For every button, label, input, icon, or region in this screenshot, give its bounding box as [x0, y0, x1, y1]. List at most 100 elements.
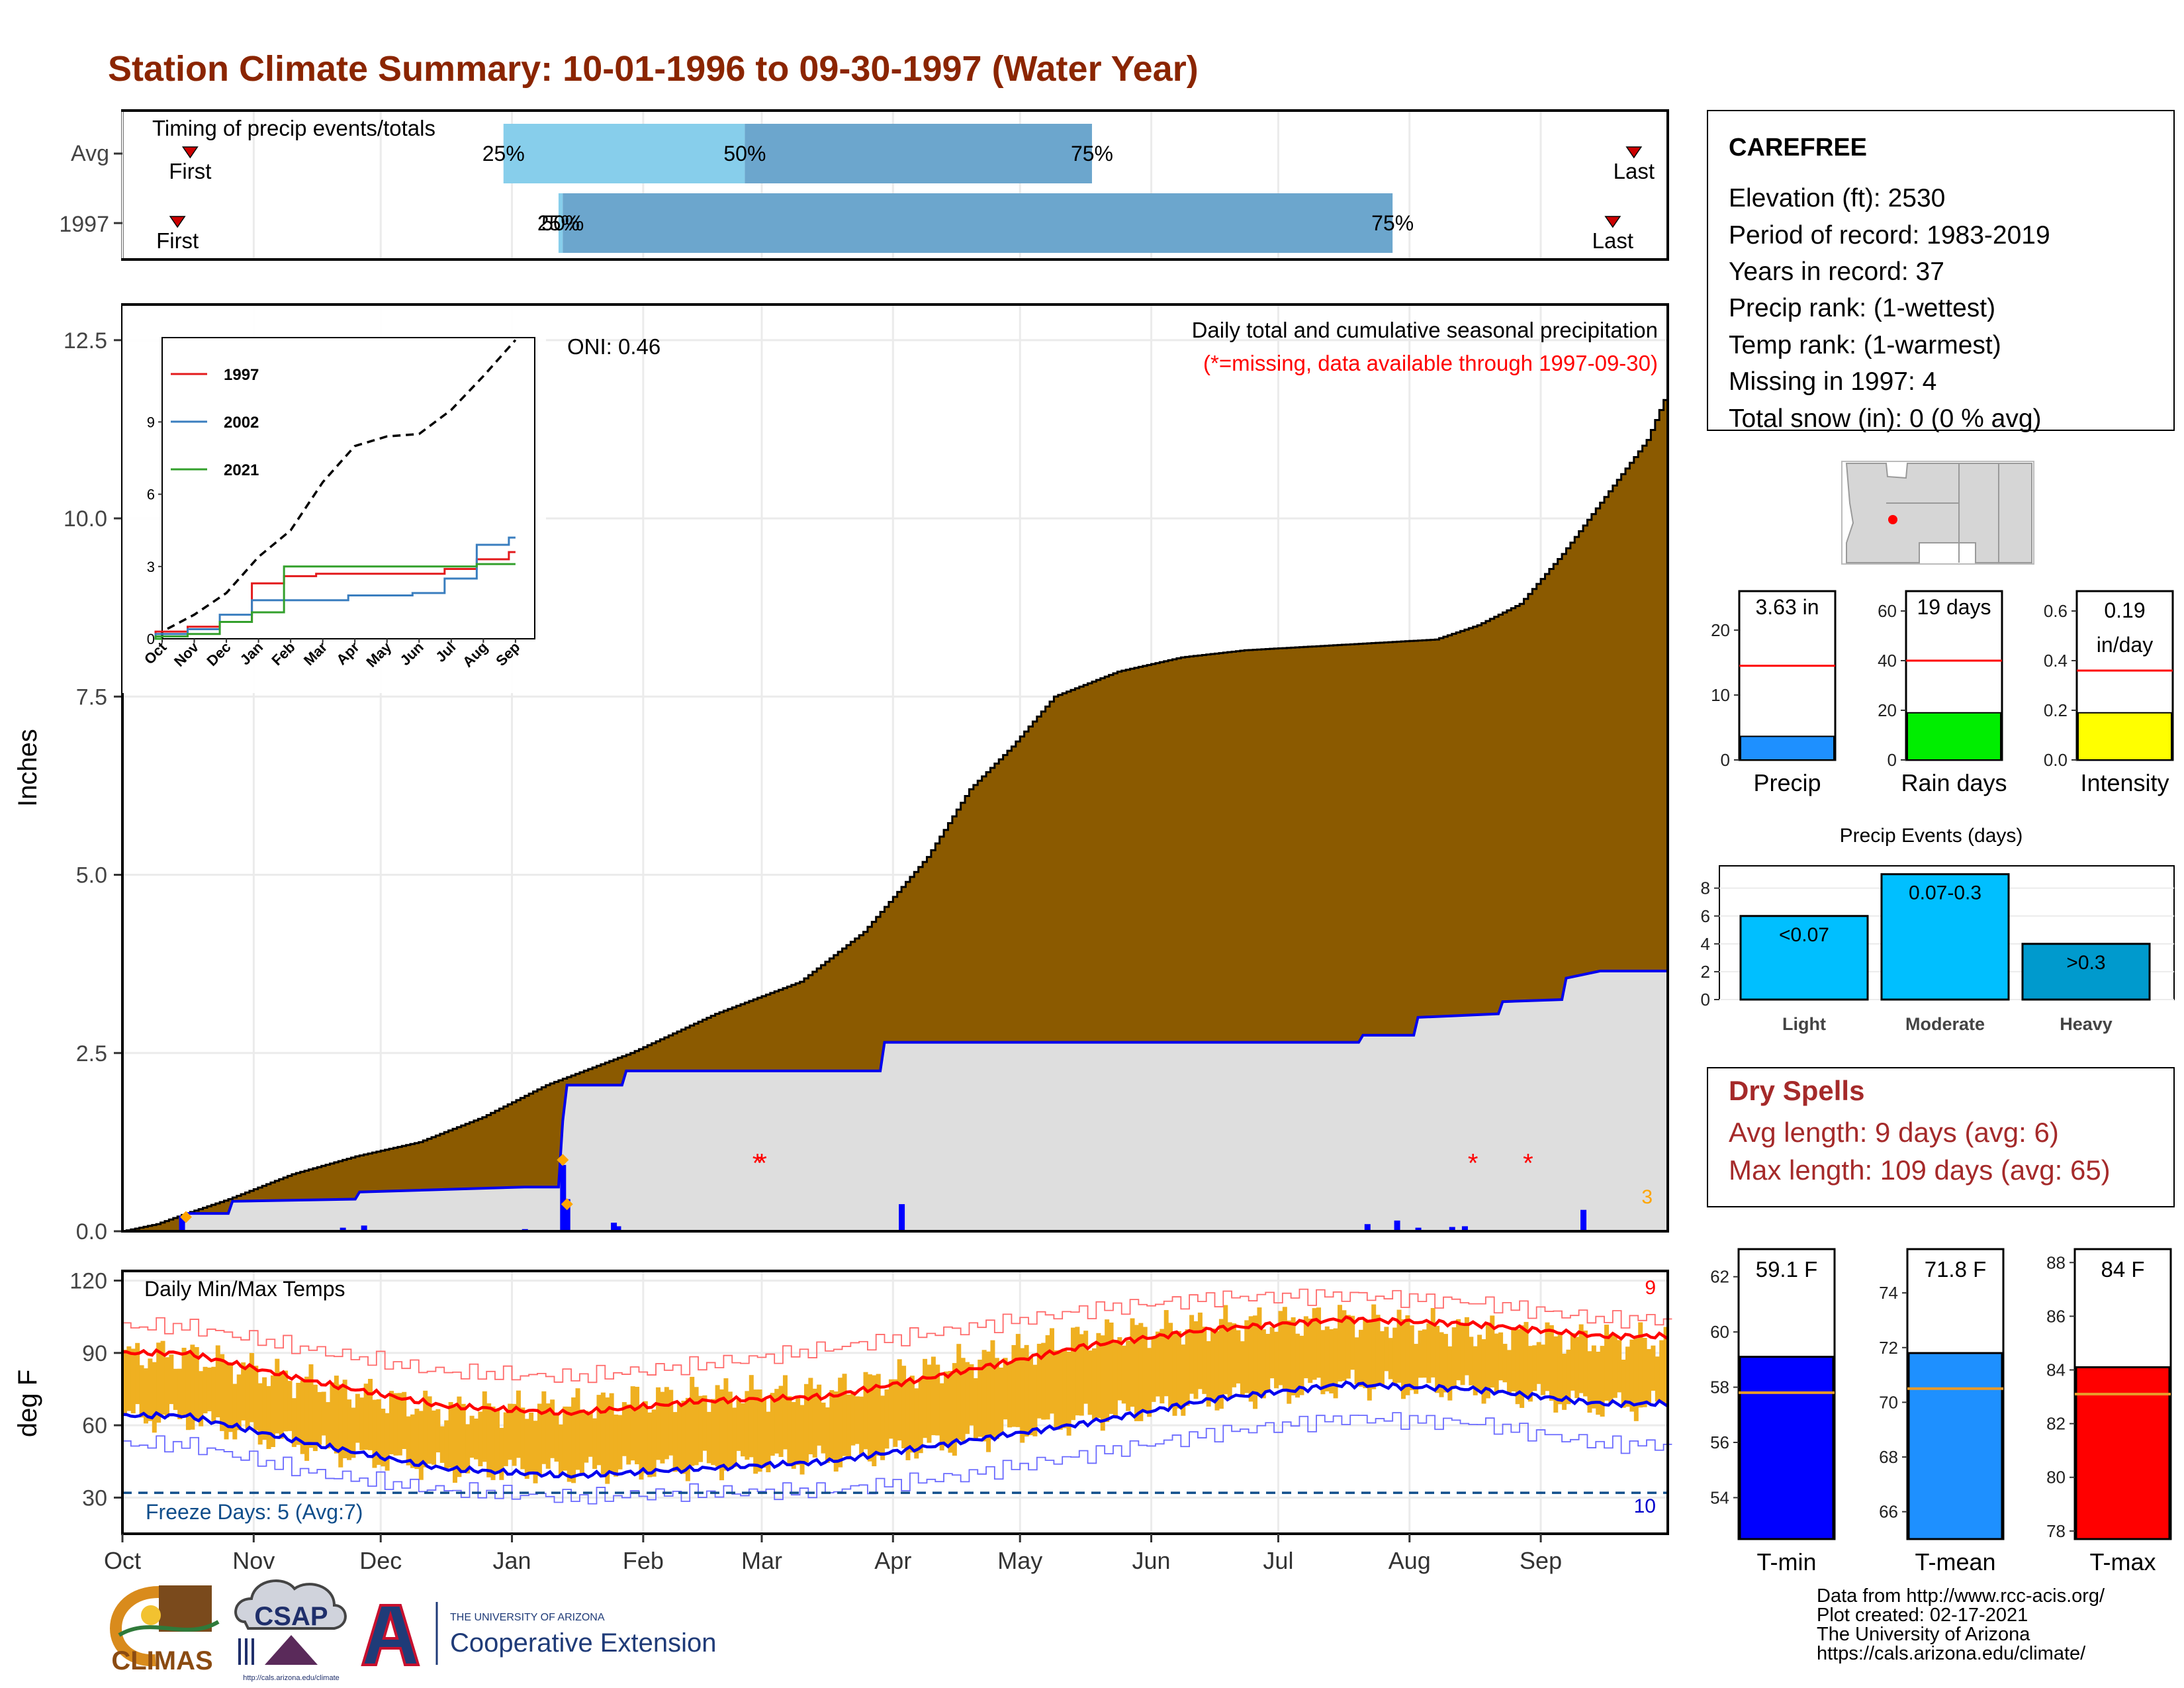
daily-temp-bar	[1460, 1325, 1465, 1385]
daily-temp-bar	[1138, 1323, 1144, 1421]
daily-temp-bar	[312, 1384, 318, 1452]
daily-temp-bar	[381, 1409, 386, 1467]
daily-temp-bar	[1418, 1331, 1423, 1378]
daily-temp-bar	[249, 1352, 254, 1423]
mini-bar-label: Intensity	[2080, 769, 2169, 796]
daily-temp-bar	[1282, 1307, 1287, 1390]
daily-temp-bar	[635, 1386, 640, 1465]
daily-temp-bar	[838, 1378, 843, 1468]
mini-bar-tick: 0	[1888, 750, 1897, 770]
daily-temp-bar	[435, 1409, 441, 1453]
daily-temp-bar	[1117, 1337, 1122, 1401]
inset-ytick-label: 9	[147, 414, 155, 430]
temp-bar-value-label: 59.1 F	[1756, 1257, 1818, 1282]
daily-temp-bar	[1379, 1331, 1385, 1386]
daily-temp-bar	[372, 1399, 377, 1468]
daily-temp-bar	[1485, 1323, 1490, 1399]
avg-max-line	[122, 1315, 1669, 1417]
daily-temp-bar	[1299, 1335, 1304, 1395]
cumulative-average-area	[122, 390, 1669, 1233]
daily-temp-bar	[1655, 1356, 1660, 1402]
daily-temp-bar	[1524, 1322, 1529, 1397]
temp-bar-tick: 74	[1879, 1283, 1898, 1303]
daily-temp-bar	[1515, 1329, 1520, 1405]
daily-temp-bar	[727, 1391, 733, 1468]
month-label: Jan	[493, 1547, 531, 1574]
daily-temp-bar	[321, 1391, 326, 1436]
daily-temp-bar	[821, 1402, 826, 1454]
daily-temp-bar	[905, 1380, 911, 1460]
daily-temp-bar	[241, 1362, 246, 1421]
daily-temp-bar	[1024, 1344, 1029, 1437]
daily-temp-bar	[694, 1387, 699, 1466]
daily-temp-bar	[1185, 1329, 1190, 1406]
daily-temp-bar	[1163, 1310, 1169, 1397]
station-line: Elevation (ft): 2530	[1729, 184, 1945, 212]
precip-event-label: Moderate	[1905, 1014, 1985, 1034]
daily-temp-bar	[986, 1351, 991, 1452]
daily-temp-bar	[215, 1345, 220, 1418]
daily-temp-bar	[185, 1350, 191, 1430]
daily-temp-bar	[600, 1392, 606, 1475]
daily-temp-bar	[1430, 1307, 1435, 1378]
daily-temp-bar	[135, 1342, 140, 1405]
daily-temp-bar	[939, 1383, 944, 1451]
temp-ytick-label: 60	[82, 1413, 107, 1438]
daily-temp-bar	[1532, 1345, 1537, 1391]
record-max-line	[122, 1288, 1672, 1383]
daily-temp-bar	[1105, 1319, 1110, 1423]
daily-temp-bar	[1126, 1340, 1131, 1411]
csap-logo: CSAP http://cals.arizona.edu/climate	[234, 1579, 347, 1682]
daily-temp-bar	[266, 1385, 271, 1450]
daily-temp-bar	[1291, 1317, 1296, 1395]
daily-temp-bar	[334, 1376, 339, 1454]
daily-precip-bar	[1394, 1220, 1400, 1231]
daily-temp-bar	[262, 1377, 267, 1440]
mini-bar-value	[1907, 712, 2001, 761]
daily-temp-bar	[1642, 1338, 1647, 1407]
daily-temp-bar	[296, 1383, 301, 1445]
daily-temp-bar	[257, 1383, 263, 1445]
daily-temp-bar	[749, 1375, 754, 1458]
daily-temp-bar	[833, 1391, 839, 1472]
daily-temp-bar	[609, 1393, 614, 1474]
daily-temp-bar	[931, 1356, 936, 1436]
extreme-marker	[179, 1211, 192, 1223]
daily-temp-bar	[745, 1391, 750, 1460]
daily-temp-bar	[300, 1380, 305, 1454]
daily-temp-bar	[1578, 1324, 1584, 1393]
daily-temp-bar	[393, 1393, 398, 1456]
daily-temp-bar	[672, 1412, 678, 1472]
daily-temp-bar	[1384, 1327, 1389, 1372]
daily-temp-bar	[1663, 1327, 1668, 1405]
daily-temp-bar	[1608, 1334, 1614, 1404]
precip-ytick-label: 0.0	[76, 1219, 107, 1244]
inset-ytick-label: 6	[147, 487, 155, 503]
daily-temp-bar	[761, 1397, 766, 1468]
daily-temp-bar	[1075, 1327, 1080, 1416]
daily-temp-bar	[1363, 1319, 1368, 1389]
daily-temp-bar	[490, 1406, 496, 1480]
month-label: Aug	[1388, 1547, 1431, 1574]
daily-temp-bar	[1612, 1335, 1617, 1398]
inset-series-line	[154, 563, 516, 640]
daily-temp-bar	[1109, 1322, 1114, 1414]
temp-ytick-label: 30	[82, 1485, 107, 1511]
timing-bar-early	[558, 193, 563, 253]
daily-temp-bar	[656, 1387, 661, 1460]
daily-temp-bar	[1392, 1327, 1398, 1384]
credit-line: Plot created: 02-17-2021	[1817, 1605, 2028, 1626]
station-name: CAREFREE	[1729, 134, 1867, 162]
university-of-arizona-logo: THE UNIVERSITY OF ARIZONA Cooperative Ex…	[361, 1602, 716, 1666]
daily-temp-bar	[148, 1358, 153, 1421]
daily-temp-bar	[854, 1396, 860, 1444]
daily-temp-bar	[1083, 1331, 1089, 1404]
mini-bar-value-label: in/day	[2097, 633, 2153, 657]
daily-temp-bar	[342, 1380, 347, 1458]
daily-temp-bar	[1181, 1344, 1186, 1416]
daily-temp-bar	[677, 1404, 682, 1471]
daily-temp-bar	[774, 1389, 780, 1454]
precip-ytick-label: 2.5	[76, 1041, 107, 1066]
daily-temp-bar	[279, 1371, 284, 1439]
precip-events-title: Precip Events (days)	[1840, 825, 2023, 847]
